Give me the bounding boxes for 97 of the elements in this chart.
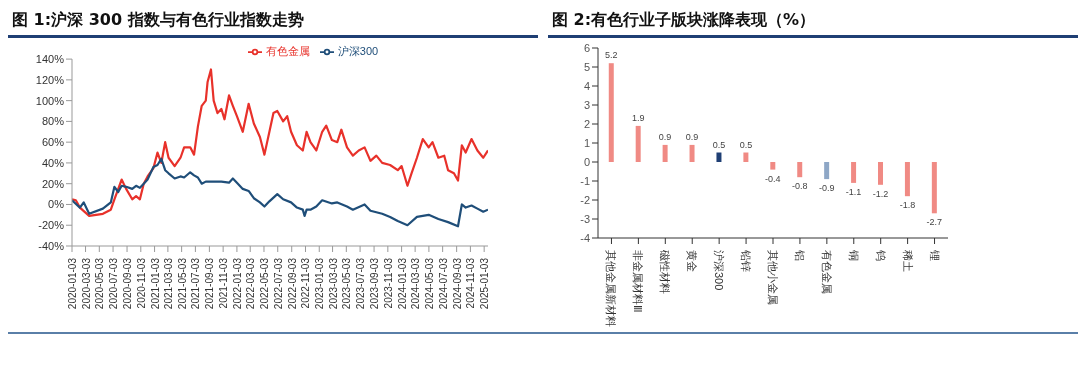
x-tick-label: 铜	[847, 249, 860, 261]
bar	[608, 63, 614, 162]
y-tick-label: 5	[583, 60, 590, 73]
data-label: -1.8	[899, 200, 916, 211]
x-tick-label: 2020-09-03	[122, 257, 134, 310]
y-tick-label: -3	[580, 212, 590, 225]
x-tick-label: 2020-03-03	[80, 257, 92, 310]
x-tick-label: 2021-01-03	[149, 257, 161, 310]
x-tick-label: 2022-03-03	[245, 257, 257, 310]
data-label: -0.9	[818, 183, 835, 194]
line-series	[72, 68, 488, 217]
bar	[797, 162, 803, 178]
x-tick-label: 2023-01-03	[314, 257, 326, 310]
x-tick-label: 2021-05-03	[176, 257, 188, 310]
x-tick-label: 2021-11-03	[218, 257, 230, 309]
data-label: -1.1	[845, 186, 862, 197]
x-tick-label: 2024-01-03	[396, 257, 408, 310]
y-tick-label: 0%	[48, 198, 65, 211]
x-tick-label: 2021-07-03	[190, 257, 202, 310]
y-tick-label: 2	[583, 117, 590, 130]
data-label: -0.4	[765, 173, 781, 184]
bar	[662, 144, 668, 162]
x-tick-label: 磁性材料	[659, 249, 672, 294]
data-label: 0.5	[712, 139, 726, 150]
x-tick-label: 2023-05-03	[341, 257, 353, 310]
y-tick-label: -40%	[38, 239, 65, 252]
y-tick-label: -4	[580, 231, 590, 244]
data-label: 1.9	[631, 112, 645, 123]
legend-label: 沪深300	[337, 45, 379, 57]
x-tick-label: 钨	[874, 249, 887, 261]
y-tick-label: -1	[580, 174, 590, 187]
x-tick-label: 其他小金属	[767, 250, 779, 305]
y-tick-label: 60%	[41, 136, 65, 149]
x-tick-label: 非金属材料Ⅲ	[632, 250, 645, 313]
x-tick-label: 2024-09-03	[451, 257, 463, 310]
data-label: 0.9	[658, 131, 672, 142]
bar	[931, 162, 937, 214]
x-tick-label: 2024-05-03	[423, 257, 435, 310]
bar	[743, 152, 749, 162]
x-tick-label: 2024-07-03	[437, 257, 449, 310]
y-tick-label: 120%	[35, 73, 65, 86]
x-tick-label: 2020-07-03	[108, 257, 120, 310]
x-tick-label: 2023-07-03	[355, 257, 367, 310]
y-tick-label: 3	[583, 98, 590, 111]
y-tick-label: 6	[583, 41, 590, 54]
x-tick-label: 2020-11-03	[135, 257, 147, 309]
y-tick-label: 140%	[35, 53, 65, 65]
y-tick-label: 1	[583, 136, 590, 149]
data-label: -1.2	[872, 188, 889, 199]
chart-title: 图 1:沪深 300 指数与有色行业指数走势	[8, 8, 538, 38]
bar	[851, 162, 857, 183]
x-tick-label: 2022-09-03	[286, 257, 298, 310]
x-tick-label: 锂	[928, 249, 941, 261]
x-tick-label: 2021-03-03	[162, 257, 174, 310]
x-tick-label: 2021-09-03	[204, 257, 216, 310]
x-tick-label: 铝	[793, 249, 806, 261]
x-tick-label: 2023-09-03	[369, 257, 381, 310]
x-tick-label: 沪深300	[713, 250, 726, 291]
legend-label: 有色金属	[265, 45, 310, 57]
bar	[716, 152, 722, 162]
x-tick-label: 2022-05-03	[258, 257, 270, 310]
bar	[635, 125, 641, 162]
x-tick-label: 2024-11-03	[465, 257, 477, 309]
x-tick-label: 其他金属新材料	[605, 250, 618, 327]
line-series	[72, 157, 488, 228]
x-tick-label: 2025-01-03	[479, 257, 491, 310]
y-tick-label: 80%	[41, 115, 65, 128]
y-tick-label: 40%	[41, 156, 65, 169]
x-tick-label: 2020-01-03	[67, 257, 78, 310]
data-label: 0.5	[739, 139, 753, 150]
data-label: 0.9	[685, 131, 699, 142]
x-tick-label: 铅锌	[740, 249, 753, 272]
bar	[689, 144, 695, 162]
data-label: 5.2	[605, 50, 618, 61]
x-tick-label: 2020-05-03	[94, 257, 106, 310]
x-tick-label: 黄金	[686, 250, 699, 272]
x-tick-label: 稀土	[901, 250, 914, 272]
chart-title: 图 2:有色行业子版块涨降表现（%）	[548, 8, 1078, 38]
bar	[824, 162, 830, 180]
bar	[770, 162, 776, 170]
x-tick-label: 有色金属	[820, 250, 833, 294]
y-tick-label: -2	[580, 193, 590, 206]
data-label: -2.7	[926, 217, 943, 228]
y-tick-label: -20%	[38, 219, 65, 232]
x-tick-label: 2023-03-03	[327, 257, 339, 310]
data-label: -0.8	[791, 181, 808, 192]
y-tick-label: 100%	[35, 94, 65, 107]
y-tick-label: 4	[583, 79, 590, 92]
x-tick-label: 2023-11-03	[382, 257, 394, 309]
y-tick-label: 0	[583, 155, 590, 168]
x-tick-label: 2022-01-03	[231, 257, 243, 310]
x-tick-label: 2024-03-03	[410, 257, 422, 310]
bar	[904, 162, 910, 197]
y-tick-label: 20%	[41, 177, 65, 190]
x-tick-label: 2022-07-03	[272, 257, 284, 310]
bar	[878, 162, 883, 185]
x-tick-label: 2022-11-03	[300, 257, 312, 309]
